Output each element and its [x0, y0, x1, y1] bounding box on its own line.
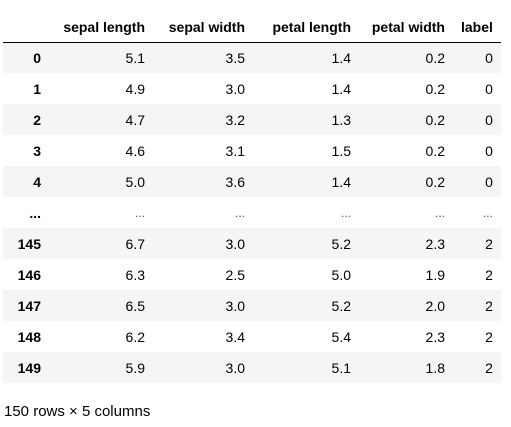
table-row: 2 4.7 3.2 1.3 0.2 0 — [3, 104, 501, 135]
table-row: 4 5.0 3.6 1.4 0.2 0 — [3, 166, 501, 197]
table-cell: 5.4 — [331, 328, 351, 345]
table-row: 3 4.6 3.1 1.5 0.2 0 — [3, 135, 501, 166]
table-cell: 0 — [485, 173, 493, 190]
row-index: 2 — [33, 111, 41, 128]
table-cell: 6.7 — [125, 235, 145, 252]
dataframe-shape-text: 150 rows × 5 columns — [4, 403, 151, 420]
table-cell: 2.5 — [225, 266, 245, 283]
table-cell: 0.2 — [425, 111, 445, 128]
table-cell: 5.2 — [331, 235, 351, 252]
table-cell: 3.0 — [225, 359, 245, 376]
table-cell: ... — [482, 205, 493, 220]
table-cell: 1.4 — [331, 49, 351, 66]
table-cell: ... — [134, 205, 145, 220]
table-cell: 0.2 — [425, 49, 445, 66]
table-cell: 1.8 — [425, 359, 445, 376]
column-header-label: label — [453, 12, 501, 43]
table-cell: 4.7 — [125, 111, 145, 128]
table-cell: 5.9 — [125, 359, 145, 376]
table-cell: 0 — [485, 49, 493, 66]
table-cell: 6.5 — [125, 297, 145, 314]
table-cell: 3.2 — [225, 111, 245, 128]
row-index: 148 — [17, 328, 41, 345]
table-cell: 6.2 — [125, 328, 145, 345]
table-cell: 1.4 — [331, 80, 351, 97]
table-cell: 3.0 — [225, 235, 245, 252]
table-cell: 3.5 — [225, 49, 245, 66]
table-cell: ... — [434, 205, 445, 220]
table-header: sepal length sepal width petal length pe… — [3, 12, 501, 43]
table-cell: 3.4 — [225, 328, 245, 345]
dataframe-output: sepal length sepal width petal length pe… — [3, 12, 501, 383]
column-header-sepal-length: sepal length — [49, 12, 153, 43]
table-cell: 2.0 — [425, 297, 445, 314]
table-row: 0 5.1 3.5 1.4 0.2 0 — [3, 42, 501, 73]
table-cell: 6.3 — [125, 266, 145, 283]
index-header — [3, 12, 49, 43]
row-index: ... — [29, 204, 41, 221]
row-index: 0 — [33, 49, 41, 66]
table-cell: 1.5 — [331, 142, 351, 159]
row-index: 3 — [33, 142, 41, 159]
table-cell: 2.3 — [425, 235, 445, 252]
column-header-sepal-width: sepal width — [153, 12, 253, 43]
row-index: 147 — [17, 297, 41, 314]
table-cell: 5.2 — [331, 297, 351, 314]
table-cell: 3.1 — [225, 142, 245, 159]
table-cell: 2.3 — [425, 328, 445, 345]
table-row: 146 6.3 2.5 5.0 1.9 2 — [3, 259, 501, 290]
table-cell: 5.1 — [331, 359, 351, 376]
table-row: 1 4.9 3.0 1.4 0.2 0 — [3, 73, 501, 104]
table-cell: 5.1 — [125, 49, 145, 66]
table-cell: 3.0 — [225, 297, 245, 314]
table-cell: 0.2 — [425, 142, 445, 159]
table-cell: 5.0 — [331, 266, 351, 283]
table-cell: 3.6 — [225, 173, 245, 190]
table-cell: 4.6 — [125, 142, 145, 159]
row-index: 4 — [33, 173, 41, 190]
table-row: .................. — [3, 197, 501, 228]
table-cell: 1.4 — [331, 173, 351, 190]
table-row: 145 6.7 3.0 5.2 2.3 2 — [3, 228, 501, 259]
table-cell: 2 — [485, 235, 493, 252]
column-header-petal-length: petal length — [253, 12, 359, 43]
table-cell: 0 — [485, 111, 493, 128]
table-row: 147 6.5 3.0 5.2 2.0 2 — [3, 290, 501, 321]
table-cell: 0 — [485, 142, 493, 159]
row-index: 1 — [33, 80, 41, 97]
table-cell: 0 — [485, 80, 493, 97]
table-cell: 5.0 — [125, 173, 145, 190]
table-cell: 0.2 — [425, 80, 445, 97]
table-cell: 2 — [485, 266, 493, 283]
header-row: sepal length sepal width petal length pe… — [3, 12, 501, 43]
row-index: 145 — [17, 235, 41, 252]
table-cell: 1.9 — [425, 266, 445, 283]
table-cell: 0.2 — [425, 173, 445, 190]
table-row: 148 6.2 3.4 5.4 2.3 2 — [3, 321, 501, 352]
table-row: 149 5.9 3.0 5.1 1.8 2 — [3, 352, 501, 383]
table-cell: ... — [340, 205, 351, 220]
column-header-petal-width: petal width — [359, 12, 453, 43]
table-cell: 2 — [485, 328, 493, 345]
dataframe-table: sepal length sepal width petal length pe… — [3, 12, 501, 383]
row-index: 146 — [17, 266, 41, 283]
table-cell: 3.0 — [225, 80, 245, 97]
table-cell: 4.9 — [125, 80, 145, 97]
table-cell: 2 — [485, 359, 493, 376]
table-body: 0 5.1 3.5 1.4 0.2 0 1 4.9 3.0 1.4 0.2 0 2 4.7 3.2 1.3 0.… — [3, 42, 501, 383]
table-cell: 1.3 — [331, 111, 351, 128]
table-cell: ... — [234, 205, 245, 220]
table-cell: 2 — [485, 297, 493, 314]
row-index: 149 — [17, 359, 41, 376]
